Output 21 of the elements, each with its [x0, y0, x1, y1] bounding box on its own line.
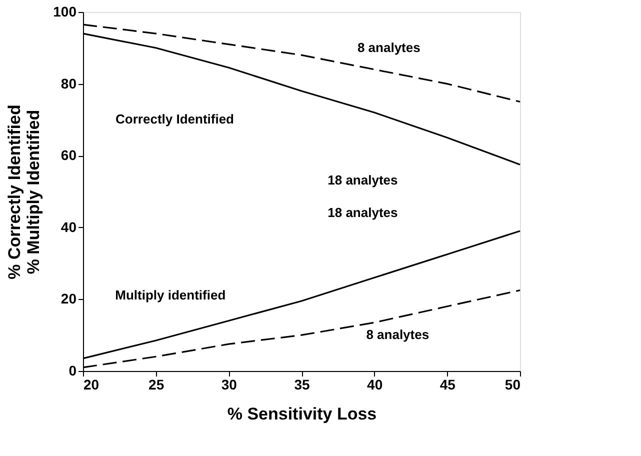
annotation: 18 analytes — [328, 172, 398, 188]
x-tick-label: 40 — [367, 376, 383, 392]
y-tick-label: 100 — [53, 4, 77, 20]
annotation: 8 analytes — [357, 40, 420, 55]
x-tick-label: 20 — [84, 376, 100, 392]
x-axis-title: % Sensitivity Loss — [227, 404, 377, 424]
y-tick-label: 20 — [60, 290, 77, 307]
x-tick-label: 50 — [504, 376, 521, 392]
x-tick-label: 35 — [294, 376, 310, 392]
x-tick-label: 25 — [148, 376, 164, 392]
x-tick-label: 45 — [440, 376, 456, 392]
x-tick-label: 30 — [221, 376, 238, 392]
annotation: 18 analytes — [328, 205, 398, 220]
y-tick-label: 40 — [60, 218, 77, 235]
annotation: Multiply identified — [115, 288, 226, 303]
annotation: 8 analytes — [366, 327, 430, 342]
y-axis-title: % Correctly Identified % Multiply Identified — [5, 104, 44, 280]
annotation: Correctly Identified — [116, 112, 234, 127]
y-tick-label: 60 — [60, 147, 77, 164]
y-tick-label: 80 — [60, 75, 77, 92]
y-tick-label: 0 — [68, 362, 77, 378]
